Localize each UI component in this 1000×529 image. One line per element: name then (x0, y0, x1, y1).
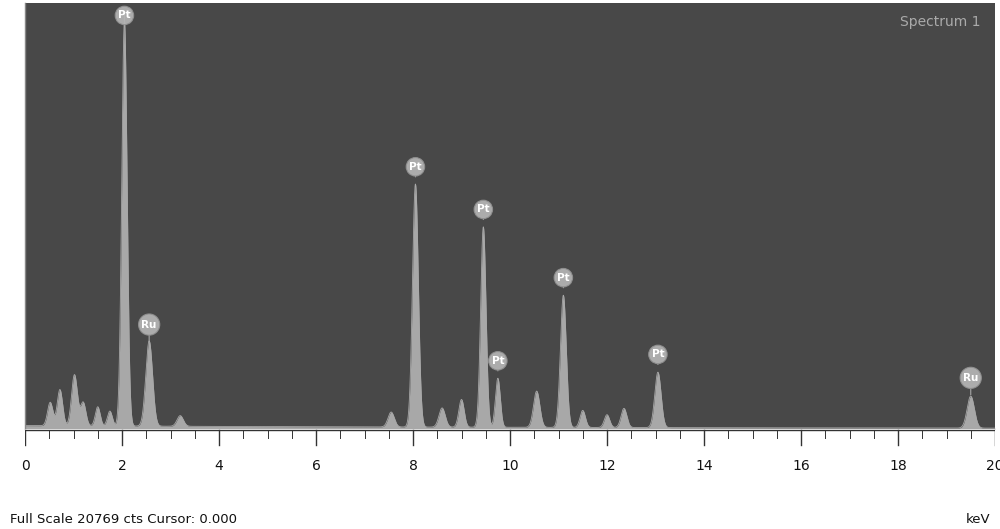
Text: Spectrum 1: Spectrum 1 (900, 15, 980, 30)
Text: Pt: Pt (492, 356, 504, 371)
Text: 8: 8 (409, 459, 417, 472)
Text: 14: 14 (695, 459, 713, 472)
Text: 20: 20 (986, 459, 1000, 472)
Text: Ru: Ru (141, 320, 157, 342)
Text: 12: 12 (598, 459, 616, 472)
Text: Ru: Ru (963, 373, 978, 395)
Text: 2: 2 (118, 459, 126, 472)
Text: Full Scale 20769 cts Cursor: 0.000: Full Scale 20769 cts Cursor: 0.000 (10, 513, 237, 526)
Text: 6: 6 (312, 459, 320, 472)
Text: Pt: Pt (557, 272, 570, 288)
Text: Pt: Pt (652, 349, 664, 364)
Text: 0: 0 (21, 459, 29, 472)
Text: keV: keV (965, 513, 990, 526)
Text: 16: 16 (792, 459, 810, 472)
Text: Pt: Pt (118, 11, 131, 22)
Text: 4: 4 (215, 459, 223, 472)
Text: 18: 18 (889, 459, 907, 472)
Text: Pt: Pt (477, 204, 490, 220)
Text: Pt: Pt (409, 162, 422, 177)
Text: 10: 10 (501, 459, 519, 472)
